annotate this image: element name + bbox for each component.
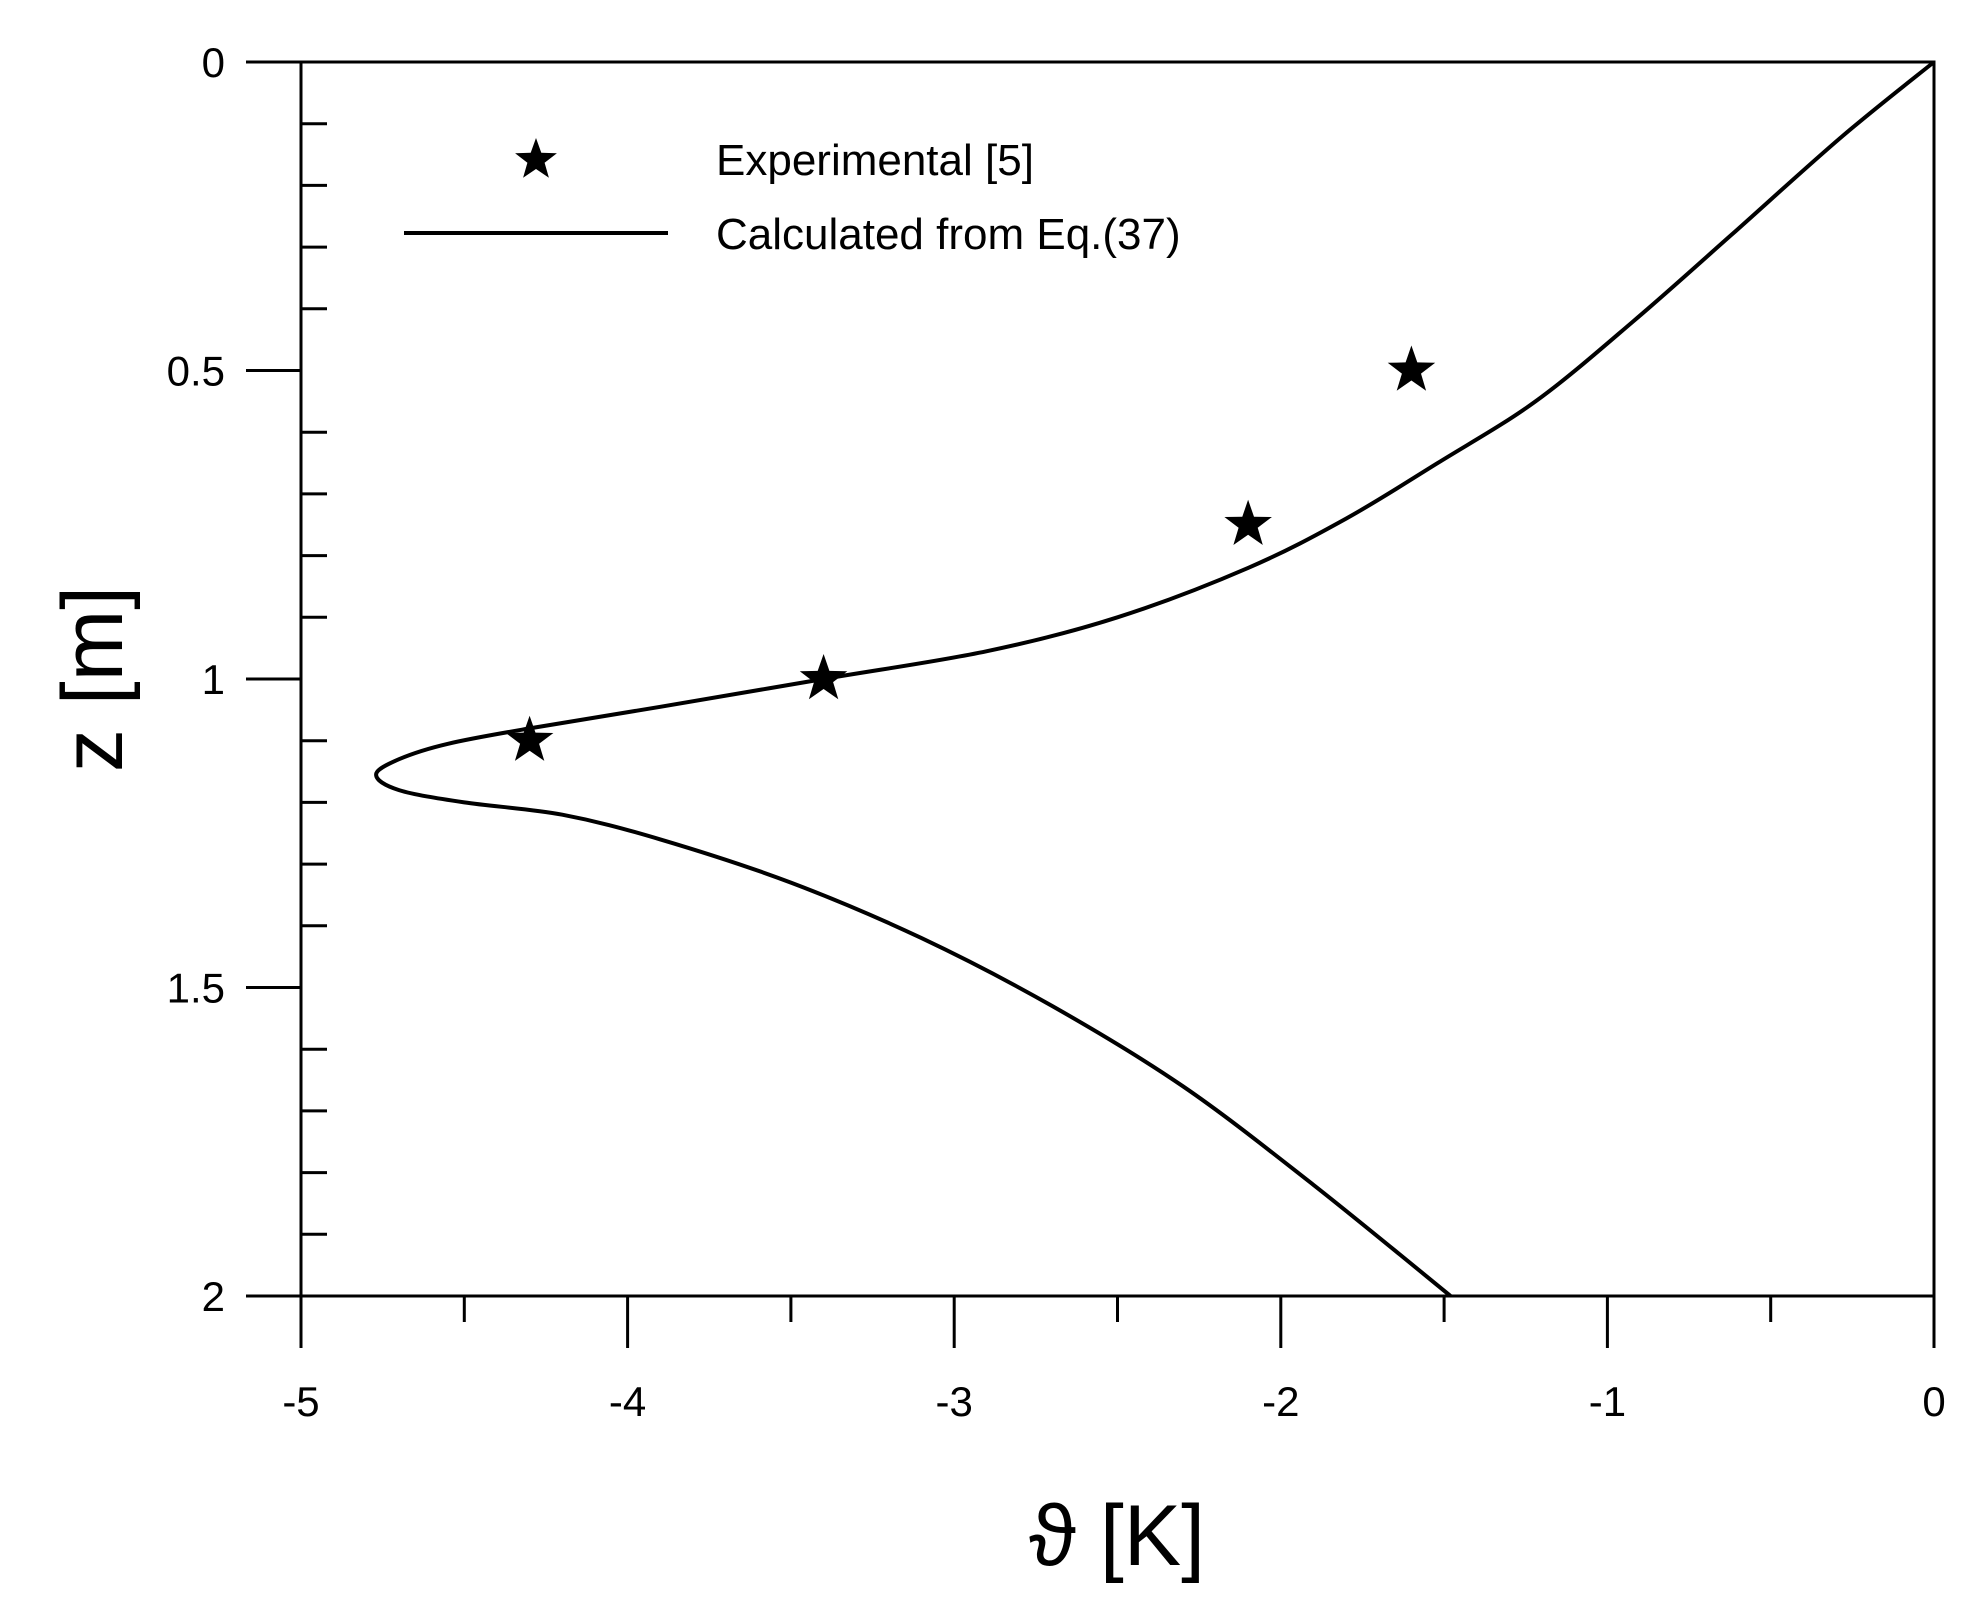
experimental-point — [1387, 345, 1436, 391]
x-tick-label: -3 — [936, 1378, 973, 1425]
experimental-point — [505, 715, 554, 761]
legend-label-calculated: Calculated from Eq.(37) — [716, 210, 1181, 259]
legend: Experimental [5] Calculated from Eq.(37) — [404, 136, 1181, 259]
y-tick-label: 1 — [202, 656, 225, 703]
y-tick-label: 0 — [202, 39, 225, 86]
experimental-point — [799, 654, 848, 700]
x-tick-label: 0 — [1922, 1378, 1945, 1425]
x-tick-label: -5 — [282, 1378, 319, 1425]
y-tick-label: 1.5 — [167, 965, 225, 1012]
y-tick-label: 2 — [202, 1273, 225, 1320]
axis-tick-labels: -5 -4 -3 -2 -1 0 0 0.5 1 1.5 2 — [167, 39, 1946, 1425]
x-tick-label: -1 — [1589, 1378, 1626, 1425]
x-tick-label: -2 — [1262, 1378, 1299, 1425]
experimental-markers — [505, 345, 1436, 761]
x-tick-label: -4 — [609, 1378, 646, 1425]
axis-ticks — [246, 60, 1936, 1348]
y-tick-label: 0.5 — [167, 348, 225, 395]
legend-star-icon — [515, 138, 557, 178]
x-axis-title: ϑ [K] — [1029, 1488, 1205, 1584]
legend-label-experimental: Experimental [5] — [716, 136, 1034, 185]
y-axis-title: z [m] — [45, 586, 141, 772]
experimental-point — [1224, 499, 1272, 545]
